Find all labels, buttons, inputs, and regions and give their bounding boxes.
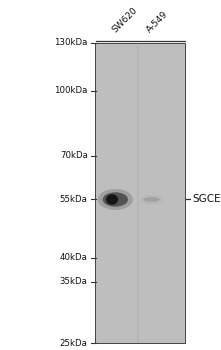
Text: 70kDa: 70kDa [60,151,88,160]
Ellipse shape [143,197,160,202]
Text: 35kDa: 35kDa [60,277,88,286]
Text: 100kDa: 100kDa [54,86,88,95]
Ellipse shape [103,192,128,206]
Ellipse shape [106,194,118,205]
Text: 55kDa: 55kDa [60,195,88,204]
Ellipse shape [98,189,133,210]
Text: 40kDa: 40kDa [60,253,88,262]
Text: 130kDa: 130kDa [54,38,88,47]
Ellipse shape [140,195,163,204]
Text: SGCE: SGCE [192,195,221,204]
Text: A-549: A-549 [145,9,170,34]
Text: 25kDa: 25kDa [60,339,88,348]
Text: SW620: SW620 [111,5,140,34]
Bar [95,43,185,343]
